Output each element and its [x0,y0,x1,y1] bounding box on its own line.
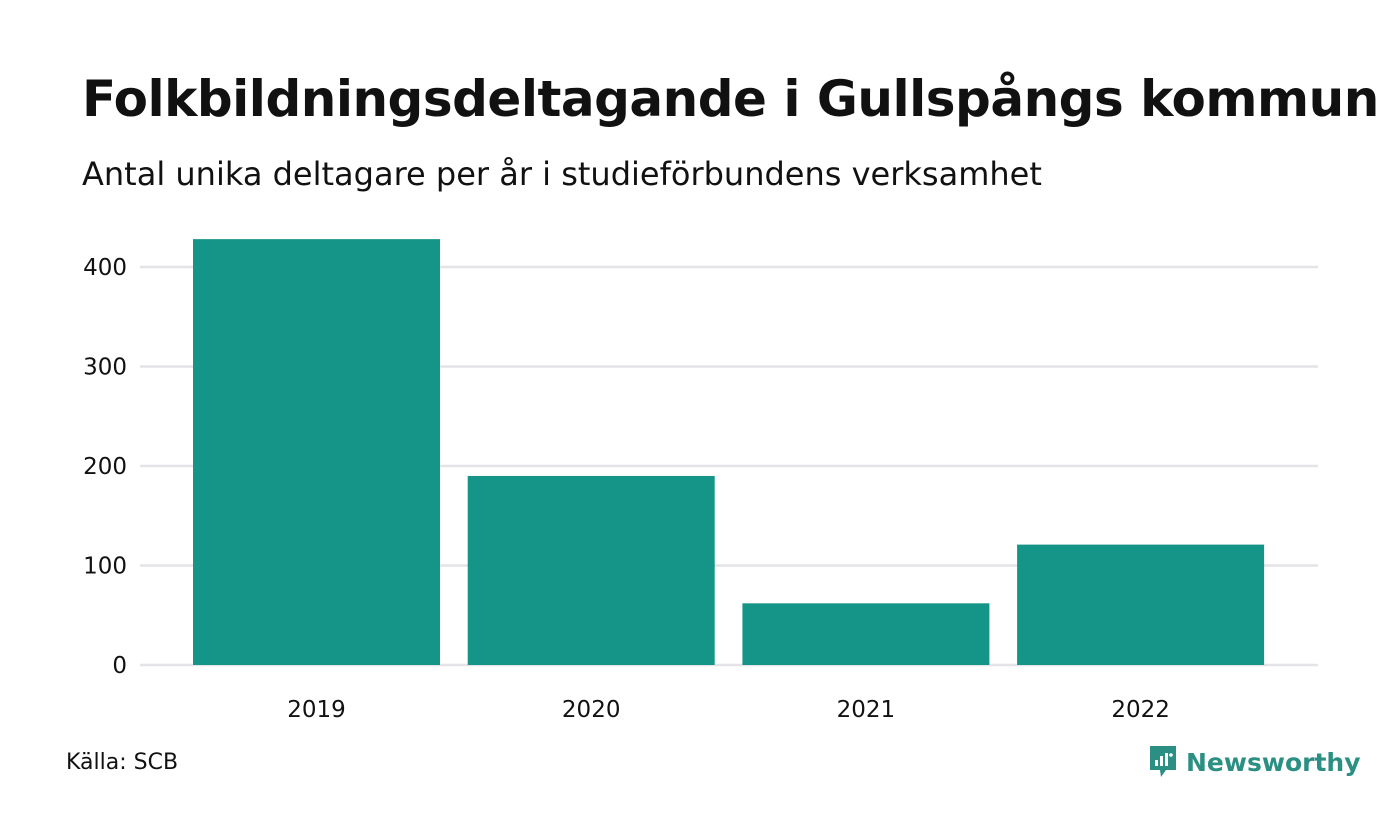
brand-name: Newsworthy [1186,747,1361,777]
chart-title: Folkbildningsdeltagande i Gullspångs kom… [82,70,1379,128]
x-tick-label: 2020 [562,697,621,723]
y-tick-label: 300 [83,355,127,381]
y-axis-ticks: 0 100 200 300 400 [83,255,127,679]
newsworthy-logo-icon [1150,746,1176,777]
bar-2020 [467,475,715,665]
bars [193,239,1265,665]
y-tick-label: 100 [83,554,127,580]
brand-logo: Newsworthy [1148,744,1361,780]
y-tick-label: 0 [112,653,127,679]
y-tick-label: 400 [83,255,127,281]
x-axis-ticks: 2019 2020 2021 2022 [287,697,1170,723]
x-tick-label: 2019 [287,697,346,723]
bar-2021 [742,603,990,665]
x-tick-label: 2022 [1111,697,1170,723]
bar-2019 [193,239,440,665]
chart-subtitle: Antal unika deltagare per år i studieför… [82,155,1042,193]
y-tick-label: 200 [83,454,127,480]
bar-2022 [1017,544,1265,665]
source-note: Källa: SCB [66,750,179,775]
x-tick-label: 2021 [837,697,896,723]
